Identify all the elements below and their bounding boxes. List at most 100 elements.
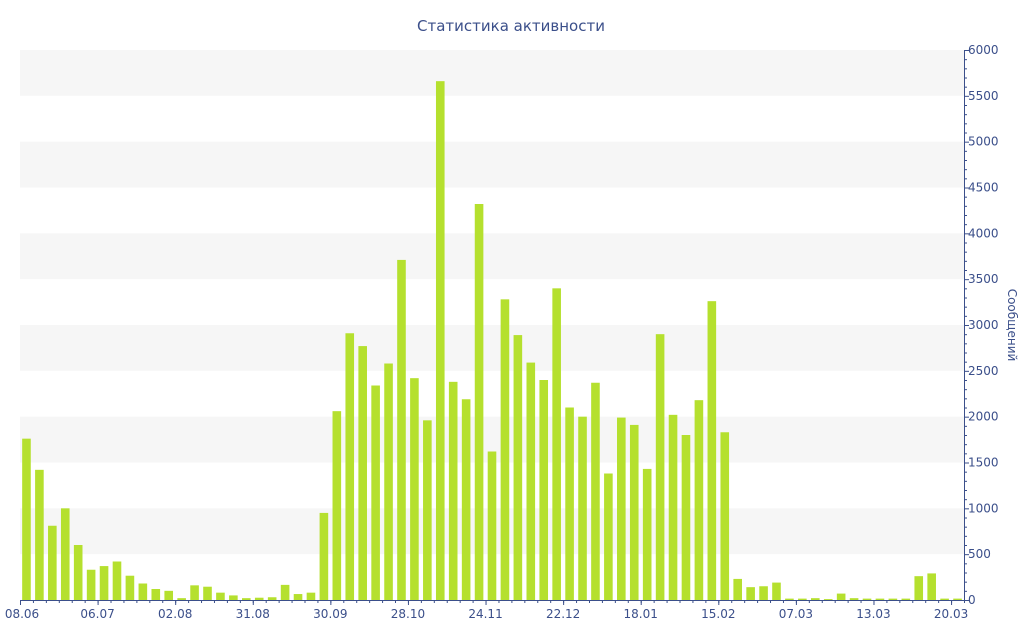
x-tick-label: 13.03 (856, 607, 890, 621)
x-tick-label: 02.08 (158, 607, 192, 621)
bar (125, 575, 135, 600)
bar (48, 525, 57, 600)
y-tick-label: 5000 (968, 135, 999, 149)
x-tick-label: 06.07 (80, 607, 114, 621)
bar (371, 385, 380, 600)
bar (772, 582, 781, 600)
x-tick-label: 18.01 (624, 607, 658, 621)
bar (629, 424, 639, 600)
y-tick-label: 3500 (968, 272, 999, 286)
bar (836, 593, 846, 600)
bar (810, 598, 820, 600)
bar (203, 586, 212, 600)
bar (35, 469, 44, 600)
grid-bands (20, 50, 964, 555)
bar (138, 583, 148, 600)
y-tick-label: 4000 (968, 226, 999, 240)
bar (940, 598, 949, 600)
bar (642, 468, 652, 600)
x-tick-label: 31.08 (236, 607, 270, 621)
bar (487, 451, 497, 600)
x-tick-label: 22.12 (546, 607, 580, 621)
bar (345, 333, 355, 600)
bar (668, 414, 678, 600)
bar (565, 407, 574, 600)
y-tick-label: 1500 (968, 456, 999, 470)
bar (164, 590, 174, 600)
x-tick-label: 15.02 (701, 607, 735, 621)
y-tick-label: 500 (968, 547, 991, 561)
bar (694, 400, 704, 600)
bar (526, 362, 536, 600)
bar (461, 399, 471, 600)
bar (177, 598, 186, 600)
bar (759, 586, 768, 600)
bar (242, 598, 251, 600)
bar (552, 288, 561, 600)
y-tick-label: 6000 (968, 43, 999, 57)
x-tick-label: 28.10 (391, 607, 425, 621)
bar (591, 382, 600, 600)
x-tick-label: 07.03 (779, 607, 813, 621)
grid-band (20, 50, 964, 96)
bar (293, 594, 303, 600)
bar (216, 592, 225, 600)
bar (500, 299, 510, 600)
bar (720, 432, 730, 600)
bar (681, 435, 691, 600)
bar (112, 561, 122, 600)
grid-band (20, 141, 964, 188)
y-tick-label: 5500 (968, 89, 999, 103)
bar (73, 545, 83, 600)
bar (22, 438, 31, 600)
bar (410, 378, 419, 600)
bar (306, 592, 316, 600)
bar (99, 566, 109, 600)
axes: 0 500 1000 1500 2000 2500 3000 3500 4000 4500 5000… (5, 43, 999, 621)
grid-band (20, 325, 964, 371)
bar (914, 576, 924, 600)
bar (435, 81, 445, 600)
bar (539, 380, 549, 600)
y-axis-label: Сообщений (1005, 289, 1019, 362)
bar (617, 417, 626, 600)
y-tick-label: 2000 (968, 410, 999, 424)
bar (888, 598, 898, 600)
bar (798, 598, 807, 600)
bar (604, 473, 613, 600)
bar (655, 334, 665, 600)
bar (875, 598, 885, 600)
bar (229, 595, 238, 600)
bar (953, 598, 962, 600)
bar (785, 598, 794, 600)
x-tick-label: 08.06 (5, 607, 39, 621)
bar (397, 259, 406, 600)
x-tick-label: 30.09 (313, 607, 347, 621)
bar (384, 363, 393, 600)
bar (448, 381, 458, 600)
bar (332, 411, 342, 600)
y-tick-label: 0 (968, 593, 976, 607)
bar (746, 587, 755, 600)
bar (254, 597, 264, 600)
bar (733, 578, 742, 600)
y-tick-label: 1000 (968, 501, 999, 515)
bar (578, 416, 587, 600)
y-tick-label: 2500 (968, 364, 999, 378)
x-tick-label: 24.11 (468, 607, 502, 621)
bar (707, 301, 717, 600)
y-tick-label: 4500 (968, 181, 999, 195)
bar (927, 573, 936, 600)
bars (22, 81, 962, 600)
bar (423, 420, 432, 600)
bar (190, 585, 199, 600)
grid-band (20, 233, 964, 280)
bar (823, 599, 833, 600)
bar (862, 598, 872, 600)
bar (280, 584, 290, 600)
bar (513, 335, 523, 600)
bar (319, 512, 329, 600)
bar (358, 346, 367, 600)
